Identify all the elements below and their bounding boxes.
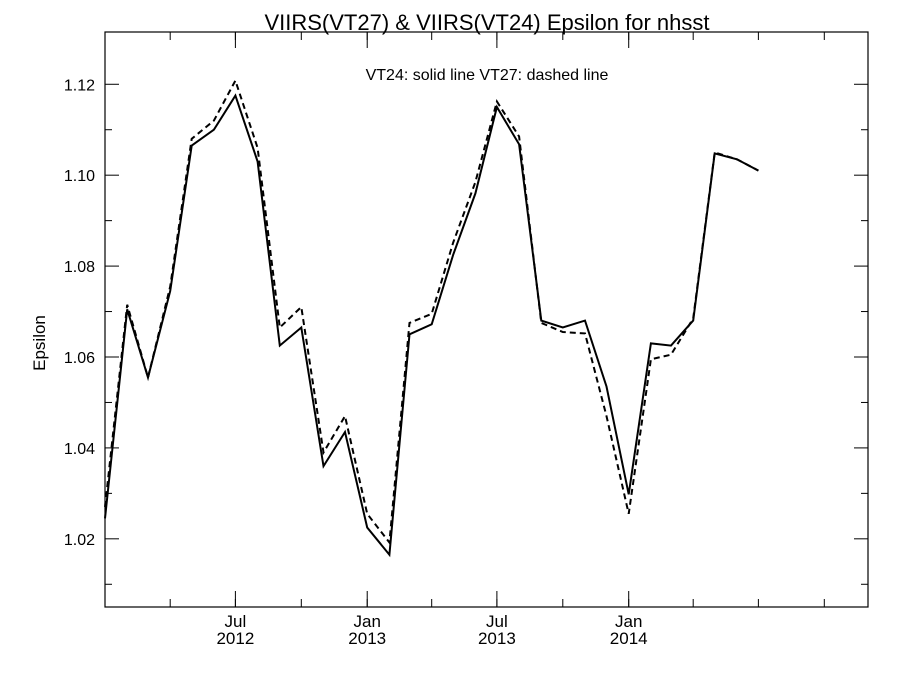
y-axis: 1.02 1.04 1.06 1.08 1.10 1.12 <box>64 77 868 585</box>
x-tick-month-label: Jan <box>615 612 642 631</box>
x-tick-month-label: Jul <box>486 612 508 631</box>
x-tick-month-label: Jan <box>354 612 381 631</box>
legend-annotation: VT24: solid line VT27: dashed line <box>366 67 609 84</box>
x-tick-year-label: 2013 <box>478 629 516 648</box>
x-tick-year-label: 2012 <box>216 629 254 648</box>
y-tick-label: 1.12 <box>64 77 95 94</box>
chart-title: VIIRS(VT27) & VIIRS(VT24) Epsilon for nh… <box>264 10 709 35</box>
y-tick-label: 1.04 <box>64 441 95 458</box>
x-minor-ticks <box>169 32 825 607</box>
y-tick-label: 1.02 <box>64 532 95 549</box>
plot-frame <box>104 31 869 608</box>
series-layer <box>104 78 759 558</box>
y-tick-label: 1.10 <box>64 168 95 185</box>
x-tick-year-label: 2013 <box>348 629 386 648</box>
x-tick-month-label: Jul <box>225 612 247 631</box>
x-tick-year-label: 2014 <box>610 629 648 648</box>
y-tick-label: 1.08 <box>64 259 95 276</box>
y-tick-label: 1.06 <box>64 350 95 367</box>
series-line-vt24 <box>104 93 759 558</box>
y-axis-label: Epsilon <box>30 315 49 371</box>
series-line-vt27 <box>104 78 759 546</box>
